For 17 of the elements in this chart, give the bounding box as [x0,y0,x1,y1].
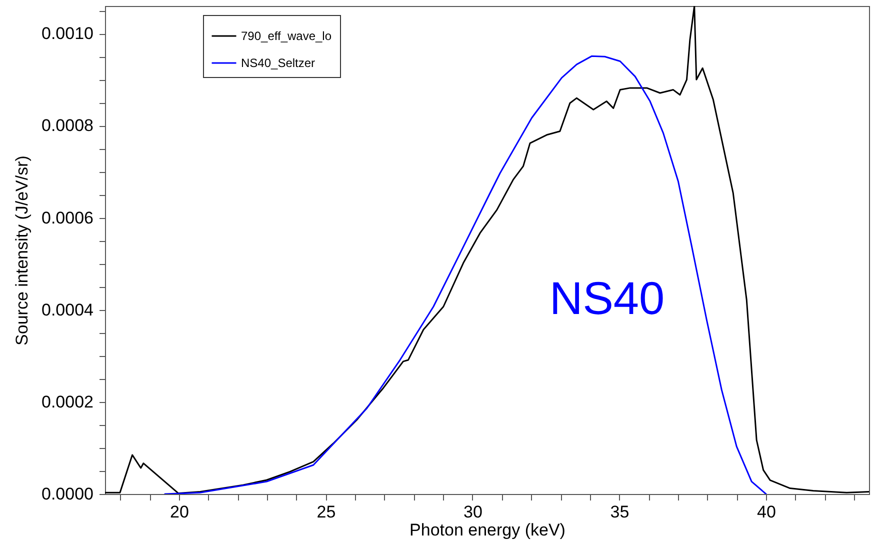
x-tick-label: 35 [610,502,630,522]
y-tick-label: 0.0002 [42,392,94,412]
x-tick-label: 40 [757,502,776,522]
y-tick-label: 0.0008 [42,116,94,136]
y-tick-label: 0.0000 [42,484,94,504]
x-tick-label: 25 [316,502,336,522]
y-axis-title: Source intensity (J/eV/sr) [12,156,32,346]
legend-label: NS40_Seltzer [241,56,316,70]
y-tick-label: 0.0006 [42,208,94,228]
x-tick-label: 30 [464,502,482,522]
line-series [164,55,767,494]
x-axis-title: Photon energy (keV) [410,520,566,540]
y-tick-label: 0.0010 [42,24,94,44]
legend-label: 790_eff_wave_lo [241,29,332,43]
annotation: NS40 [549,272,665,324]
x-tick-label: 20 [170,502,189,522]
y-tick-label: 0.0004 [42,300,94,320]
